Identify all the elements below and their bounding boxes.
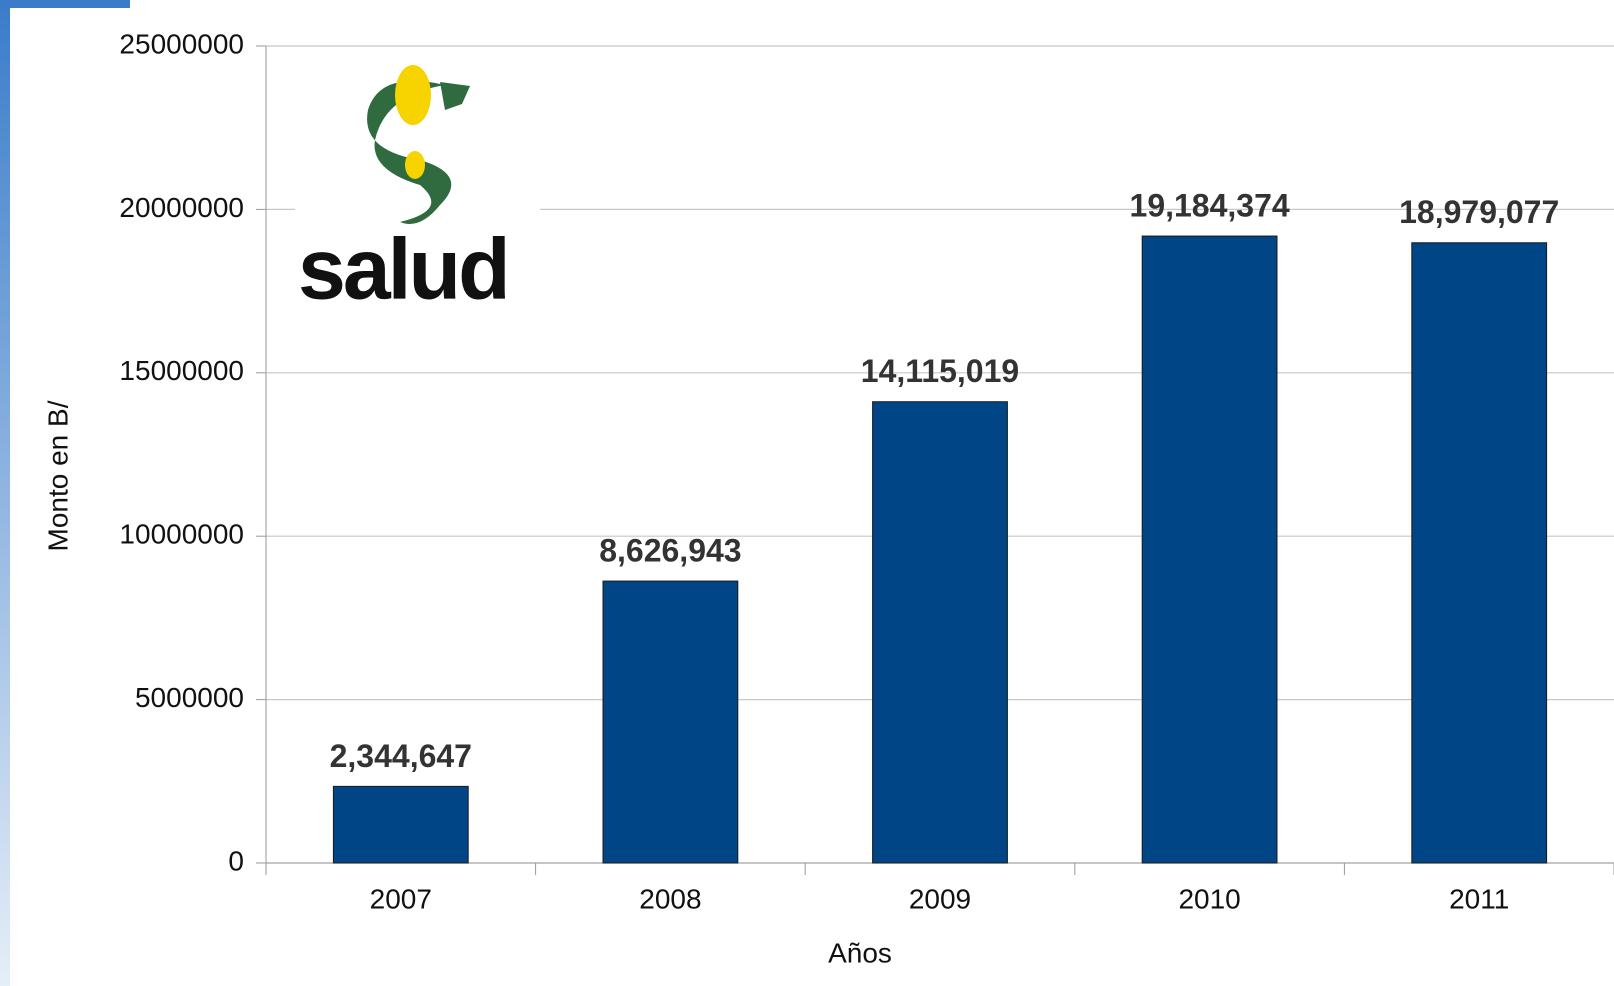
x-axis-label: Años [828, 937, 892, 968]
logo: salud [295, 55, 540, 318]
y-tick-label: 5000000 [135, 682, 244, 713]
value-label: 14,115,019 [861, 353, 1019, 389]
value-label: 8,626,943 [599, 533, 741, 569]
value-label: 19,184,374 [1130, 188, 1290, 224]
x-tick-label: 2008 [639, 883, 701, 914]
logo-text: salud [298, 222, 508, 318]
edge-strip [0, 0, 10, 986]
x-tick-label: 2007 [370, 883, 432, 914]
value-label: 18,979,077 [1399, 194, 1559, 230]
x-tick-label: 2010 [1178, 883, 1240, 914]
logo-yellow [395, 65, 431, 125]
y-tick-label: 25000000 [119, 28, 244, 59]
edge-strip-top [0, 0, 130, 8]
logo-yellow-2 [405, 151, 425, 179]
bar [1411, 242, 1548, 864]
x-tick-label: 2011 [1449, 883, 1509, 914]
y-tick-label: 20000000 [119, 192, 244, 223]
bar [602, 580, 739, 864]
bar [332, 785, 469, 864]
y-tick-label: 15000000 [119, 355, 244, 386]
y-tick-label: 0 [228, 845, 244, 876]
bar [872, 401, 1008, 864]
value-label: 2,344,647 [330, 738, 472, 774]
logo-serpent [367, 80, 452, 224]
plot: 0 5000000 10000000 15000000 20000000 25000000… [119, 28, 1614, 914]
logo-head [440, 82, 470, 110]
y-axis-label: Monto en B/ [42, 400, 73, 551]
bar [1141, 235, 1278, 864]
x-tick-label: 2009 [909, 883, 971, 914]
y-tick-label: 10000000 [119, 519, 244, 550]
